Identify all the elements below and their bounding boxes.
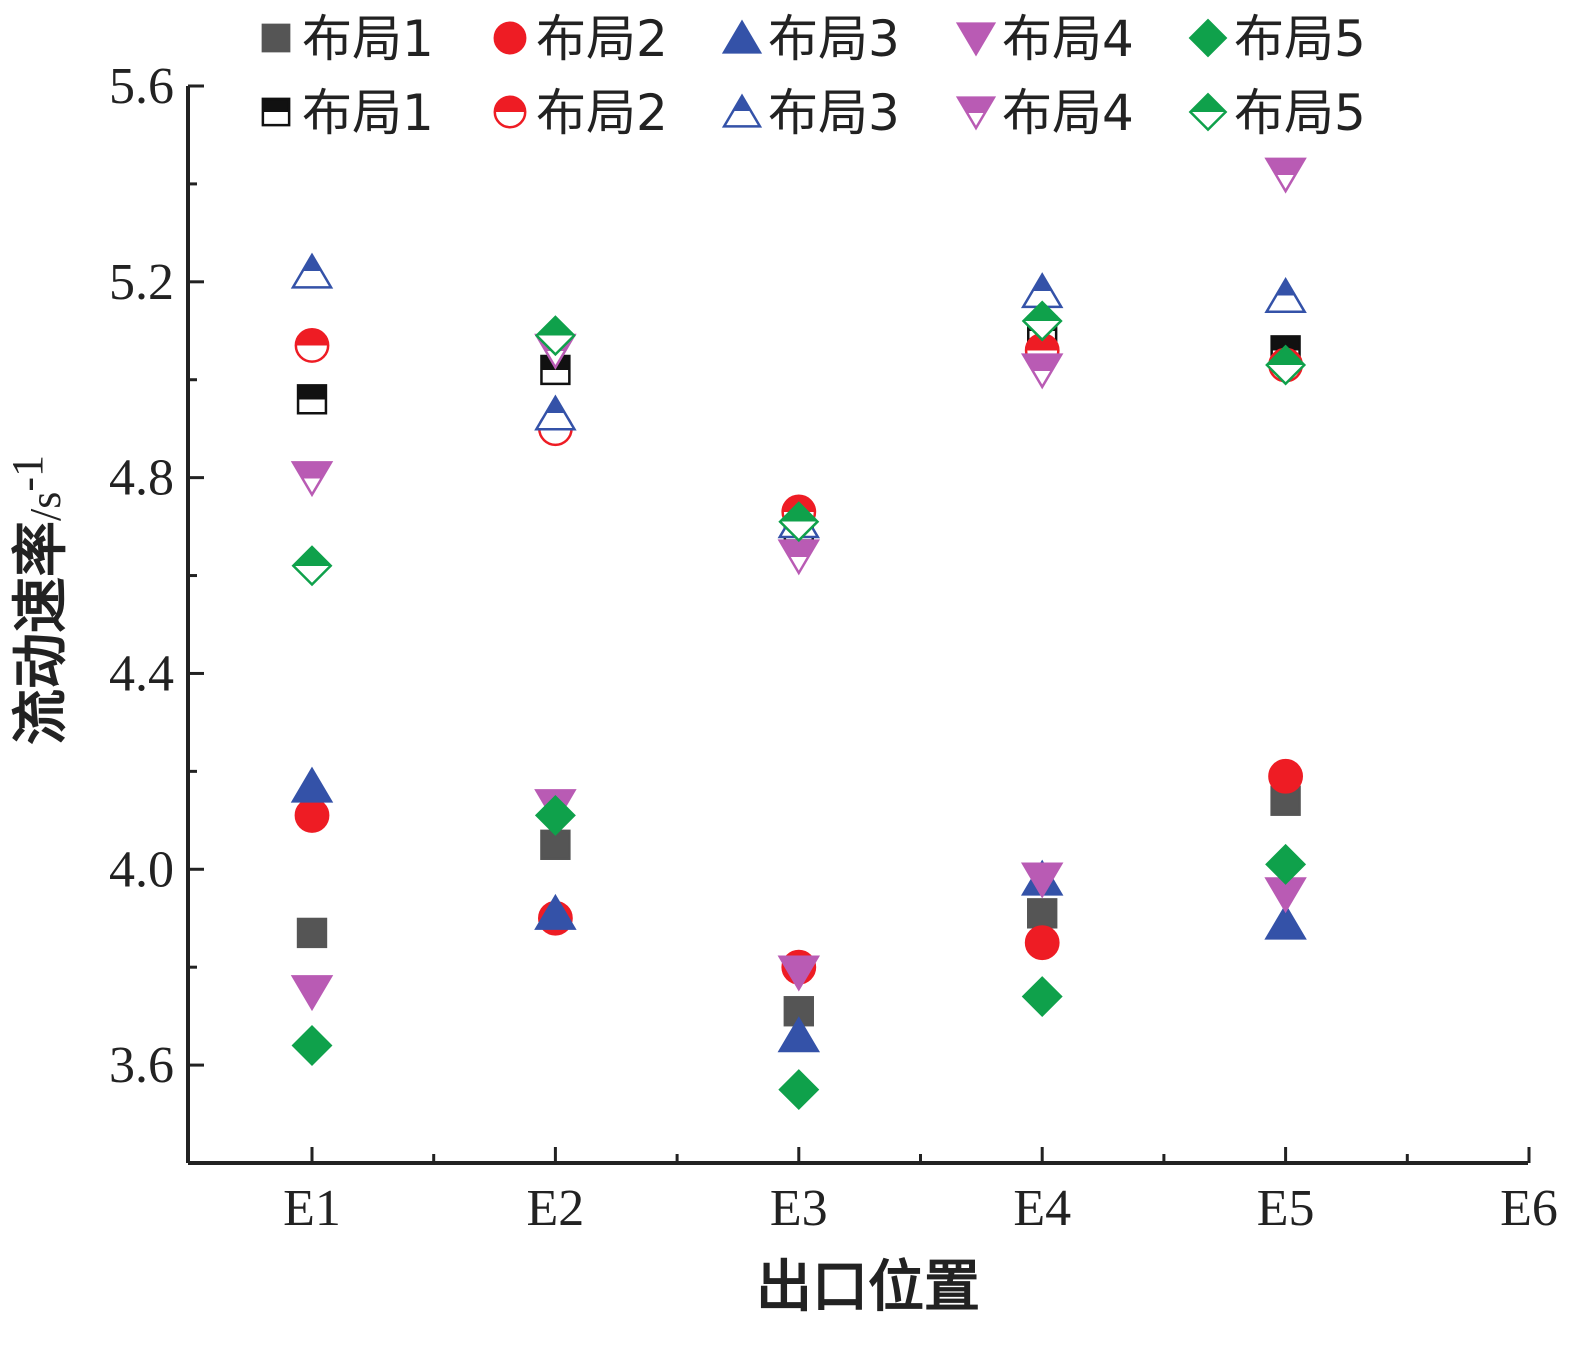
legend-label: 布局3 — [768, 84, 900, 142]
legend-label: 布局1 — [302, 10, 434, 68]
legend-label: 布局5 — [1234, 10, 1366, 68]
x-tick-label: E4 — [1013, 1180, 1071, 1237]
legend-marker — [261, 23, 291, 53]
legend-label: 布局5 — [1234, 84, 1366, 142]
legend-label: 布局2 — [536, 10, 668, 68]
legend-marker — [1188, 92, 1228, 132]
data-point — [534, 794, 576, 836]
legend: 布局1 布局2 布局3 布局4 布局5 布局1 布局2 布局3 布局4 布局5 — [261, 10, 1366, 142]
data-point — [534, 394, 577, 431]
legend-label: 布局3 — [768, 10, 900, 68]
data-point — [1265, 344, 1307, 386]
x-tick-label: E5 — [1257, 1180, 1315, 1237]
data-point — [296, 917, 328, 949]
data-point — [1024, 925, 1060, 961]
data-point — [534, 315, 576, 357]
data-point — [1021, 300, 1063, 342]
legend-label: 布局4 — [1002, 10, 1134, 68]
y-tick-label: 5.6 — [109, 58, 174, 115]
data-point — [777, 955, 821, 992]
legend-label: 布局2 — [536, 84, 668, 142]
y-tick-label: 4.4 — [109, 645, 174, 702]
data-point — [290, 461, 334, 498]
data-point — [296, 384, 328, 415]
legend-marker — [721, 93, 763, 128]
data-point — [1264, 903, 1307, 940]
data-point — [291, 545, 333, 587]
data-point — [777, 539, 821, 576]
data-points — [290, 157, 1307, 1111]
y-tick-label: 4.0 — [109, 841, 174, 898]
legend-label: 布局4 — [1002, 84, 1134, 142]
data-point — [290, 252, 334, 289]
y-tick-label: 4.8 — [109, 450, 174, 507]
y-axis-title-text: 流动速率/s-1 — [3, 455, 74, 745]
legend-marker — [1188, 18, 1228, 58]
y-axis-title-exponent: -1 — [3, 455, 52, 492]
x-tick-label: E3 — [770, 1180, 828, 1237]
x-tick-label: E1 — [283, 1180, 341, 1237]
legend-marker — [955, 22, 997, 57]
legend-marker — [955, 96, 997, 131]
x-tick-label: E6 — [1500, 1180, 1558, 1237]
data-point — [1264, 277, 1307, 314]
data-point — [290, 975, 334, 1012]
legend-label: 布局1 — [302, 84, 434, 142]
y-axis-title-main: 流动速率 — [9, 521, 74, 745]
data-point — [291, 1025, 333, 1066]
axes: 3.6 4.0 4.4 4.8 5.2 5.6 E1 E2 E3 E4 E5 E6 — [109, 58, 1558, 1237]
data-point — [1268, 758, 1303, 794]
data-point — [1027, 898, 1058, 929]
x-tick-label: E2 — [527, 1180, 585, 1237]
y-axis-title: 流动速率/s-1 — [3, 455, 74, 745]
y-axis-title-unit: /s — [21, 492, 70, 521]
data-point — [1021, 976, 1063, 1018]
data-point — [777, 1016, 821, 1053]
legend-marker — [261, 97, 291, 127]
data-point — [1264, 157, 1307, 194]
x-axis-title: 出口位置 — [756, 1255, 980, 1320]
data-point — [1265, 843, 1307, 885]
data-point — [1020, 862, 1064, 899]
legend-marker — [493, 21, 527, 55]
data-point — [294, 798, 330, 833]
data-point — [294, 328, 330, 363]
legend-marker — [721, 19, 763, 54]
y-tick-label: 5.2 — [109, 254, 174, 311]
data-point — [290, 766, 334, 803]
data-point — [778, 501, 820, 543]
y-tick-label: 3.6 — [109, 1037, 174, 1094]
data-point — [778, 1069, 820, 1111]
data-point — [534, 893, 577, 930]
data-point — [1020, 353, 1064, 390]
legend-marker — [493, 95, 527, 129]
